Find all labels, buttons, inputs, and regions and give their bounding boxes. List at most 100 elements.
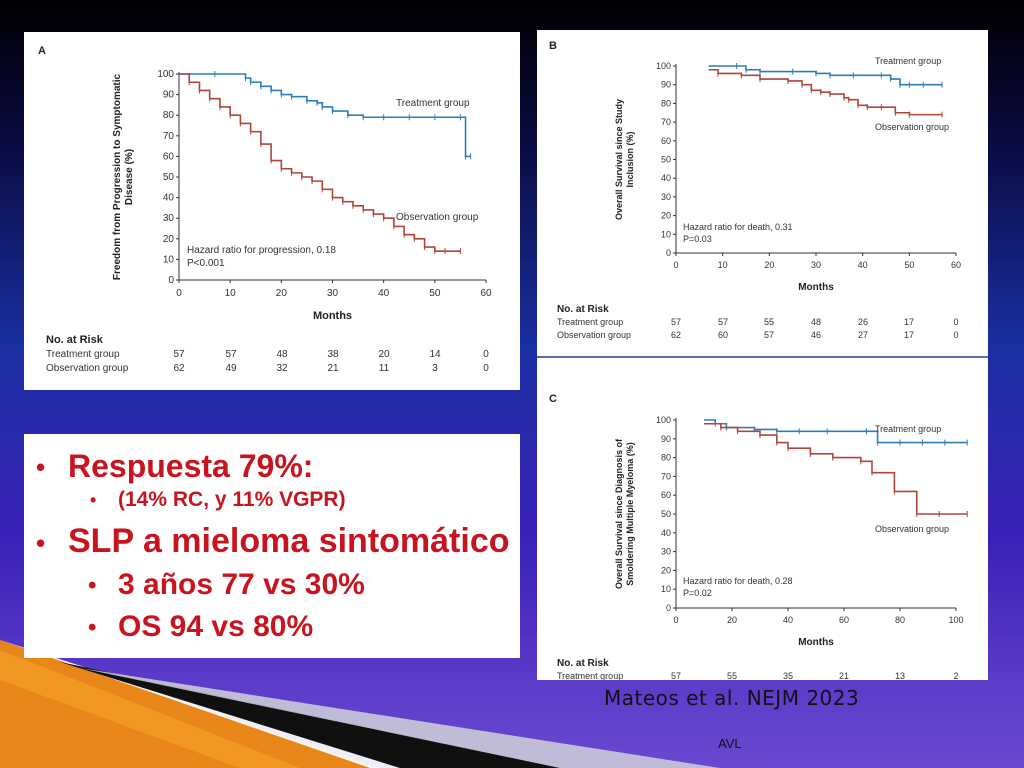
y-axis-label: Overall Survival since StudyInclusion (%… [614, 99, 635, 220]
bullet-pfs: SLP a mieloma sintomático [68, 522, 510, 560]
risk-table-cell: 32 [276, 363, 288, 374]
bullet-marker: • [36, 528, 46, 558]
x-tick-label: 20 [727, 615, 737, 625]
y-tick-label: 10 [661, 584, 671, 594]
y-tick-label: 70 [661, 117, 671, 127]
y-tick-label: 60 [661, 490, 671, 500]
bullet-pfs-3y: 3 años 77 vs 30% [118, 568, 365, 601]
risk-table-cell: 57 [718, 317, 728, 327]
risk-table-cell: 26 [858, 317, 868, 327]
x-tick-label: 0 [673, 260, 678, 270]
y-axis-label: Overall Survival since Diagnosis ofSmold… [614, 438, 635, 589]
risk-table-row-label: Treatment group [557, 671, 623, 680]
risk-table-cell: 57 [225, 349, 237, 360]
legend-observation: Observation group [875, 524, 949, 534]
risk-table-cell: 48 [276, 349, 288, 360]
x-tick-label: 30 [811, 260, 821, 270]
panel-divider [537, 356, 988, 358]
y-tick-label: 70 [661, 471, 671, 481]
bullet-marker: • [36, 452, 46, 482]
risk-table-row-label: Observation group [557, 330, 631, 340]
observation-curve [708, 68, 942, 116]
stat-annotation: Hazard ratio for death, 0.31 [683, 222, 793, 232]
risk-table-cell: 0 [953, 317, 958, 327]
x-tick-label: 100 [948, 615, 963, 625]
legend-treatment: Treatment group [875, 424, 941, 434]
risk-table-row-label: Treatment group [557, 317, 623, 327]
y-tick-label: 50 [661, 155, 671, 165]
risk-table-cell: 55 [727, 671, 737, 680]
risk-table-cell: 38 [327, 349, 339, 360]
legend-treatment: Treatment group [396, 98, 470, 109]
risk-table-cell: 21 [839, 671, 849, 680]
bullet-marker: • [88, 572, 97, 599]
citation: Mateos et al. NEJM 2023 [604, 686, 860, 710]
x-tick-label: 40 [378, 288, 390, 299]
y-tick-label: 70 [163, 131, 175, 142]
y-axis-label-line: Overall Survival since Study [614, 99, 624, 220]
bullet-marker: • [90, 490, 97, 510]
y-tick-label: 90 [661, 434, 671, 444]
risk-table-cell: 62 [173, 363, 185, 374]
y-tick-label: 100 [656, 415, 671, 425]
x-tick-label: 10 [718, 260, 728, 270]
panel-letter: C [549, 393, 557, 405]
risk-table-title: No. at Risk [557, 658, 609, 669]
stat-annotation: P=0.02 [683, 588, 712, 598]
y-tick-label: 60 [661, 136, 671, 146]
risk-table-cell: 2 [953, 671, 958, 680]
bullet-marker: • [88, 614, 97, 641]
y-tick-label: 40 [661, 528, 671, 538]
y-tick-label: 100 [656, 61, 671, 71]
y-tick-label: 30 [661, 547, 671, 557]
risk-table-cell: 55 [764, 317, 774, 327]
treatment-curve [704, 419, 968, 444]
risk-table-cell: 0 [953, 330, 958, 340]
risk-table-title: No. at Risk [46, 334, 104, 346]
x-tick-label: 50 [429, 288, 441, 299]
legend-observation: Observation group [396, 212, 479, 223]
risk-table-cell: 17 [904, 330, 914, 340]
treatment-curve [179, 73, 471, 158]
y-tick-label: 20 [661, 211, 671, 221]
legend-observation: Observation group [875, 122, 949, 132]
y-axis-label: Freedom from Progression to SymptomaticD… [112, 73, 135, 280]
risk-table-cell: 13 [895, 671, 905, 680]
risk-table-cell: 27 [858, 330, 868, 340]
x-axis-label: Months [798, 282, 834, 293]
km-chart-b: B 0 10 20 30 40 50 60 70 80 90 100 0 10 20 30 40 50 60 Mont… [549, 40, 961, 340]
x-tick-label: 10 [225, 288, 237, 299]
x-tick-label: 40 [858, 260, 868, 270]
risk-table-cell: 46 [811, 330, 821, 340]
panel-letter: B [549, 40, 557, 52]
risk-table-cell: 0 [483, 363, 489, 374]
stat-annotation: P=0.03 [683, 234, 712, 244]
x-tick-label: 80 [895, 615, 905, 625]
y-tick-label: 0 [666, 603, 671, 613]
x-tick-label: 60 [839, 615, 849, 625]
risk-table-cell: 17 [904, 317, 914, 327]
y-axis-label-line: Freedom from Progression to Symptomatic [112, 73, 123, 280]
risk-table-cell: 11 [379, 363, 390, 374]
y-tick-label: 10 [661, 229, 671, 239]
y-tick-label: 90 [163, 90, 175, 101]
risk-table-cell: 57 [173, 349, 185, 360]
chart-panel-a: A 0 10 20 30 40 50 60 70 80 90 100 0 10 20 30 40 50 60 Mont… [24, 32, 520, 390]
x-tick-label: 50 [904, 260, 914, 270]
y-axis-label-line: Overall Survival since Diagnosis of [614, 438, 624, 589]
km-chart-c: C 0 10 20 30 40 50 60 70 80 90 100 0 20 40 60 80 100 Month… [549, 393, 968, 680]
risk-table-cell: 21 [327, 363, 339, 374]
decorative-stripes [0, 640, 720, 768]
y-tick-label: 30 [661, 192, 671, 202]
risk-table-cell: 0 [483, 349, 489, 360]
risk-table-cell: 57 [764, 330, 774, 340]
stat-annotation: Hazard ratio for progression, 0.18 [187, 245, 336, 256]
legend-treatment: Treatment group [875, 56, 941, 66]
bullet-response-detail: (14% RC, y 11% VGPR) [118, 488, 346, 511]
y-axis-label-line: Inclusion (%) [625, 131, 635, 187]
risk-table-cell: 62 [671, 330, 681, 340]
risk-table-row-label: Treatment group [46, 349, 120, 360]
risk-table-cell: 35 [783, 671, 793, 680]
y-tick-label: 60 [163, 151, 175, 162]
